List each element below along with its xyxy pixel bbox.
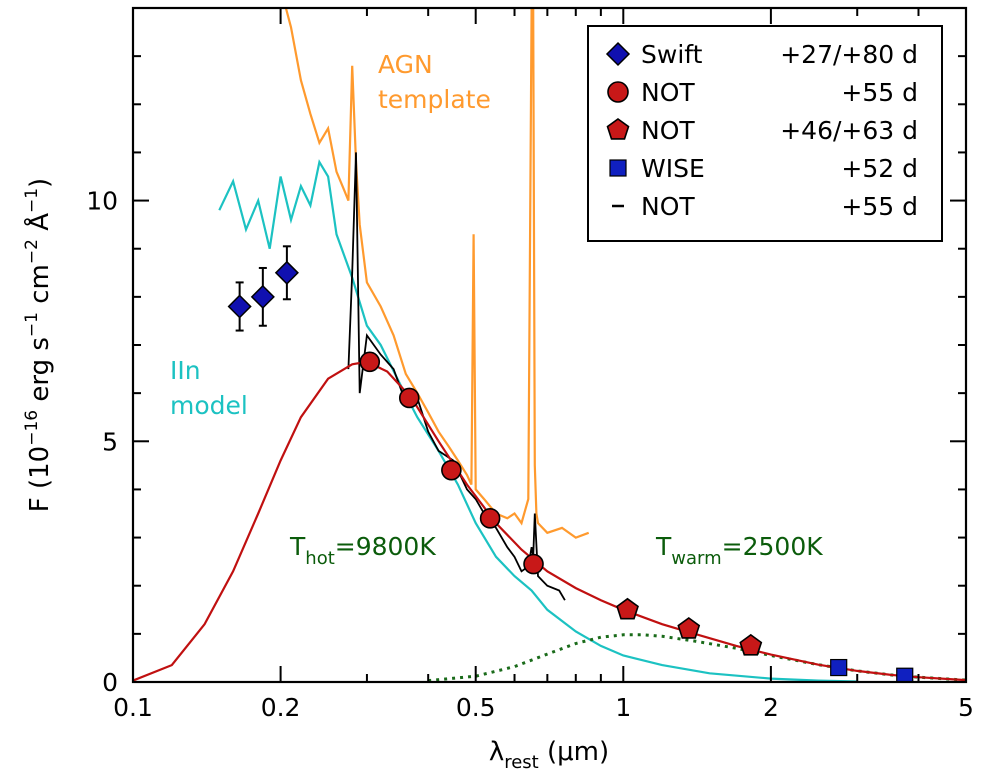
legend-label: NOT: [641, 78, 695, 107]
legend-label: WISE: [641, 154, 705, 183]
not-circle-point: [398, 387, 420, 409]
legend-epoch: +27/+80 d: [780, 40, 918, 69]
legend-epoch: +55 d: [841, 78, 918, 107]
not-pentagon-point: [739, 633, 763, 656]
x-tick-label: 0.1: [113, 693, 153, 722]
svg-text:F (10−16 erg s−1 cm−2 Å−1): F (10−16 erg s−1 cm−2 Å−1): [22, 178, 55, 512]
not-circle-point: [479, 508, 501, 529]
swift-point: [227, 294, 252, 319]
iin-annotation-line2: model: [170, 391, 248, 420]
agn-annotation-line1: AGN: [378, 50, 433, 79]
t-hot-annotation: Thot=9800K: [289, 532, 436, 569]
x-axis-label: λrest (μm): [489, 737, 609, 773]
y-axis-label: F (10−16 erg s−1 cm−2 Å−1): [22, 178, 55, 512]
legend-label: NOT: [641, 192, 695, 221]
legend-swift-marker: [605, 41, 631, 67]
x-tick-label: 5: [958, 693, 974, 722]
legend-epoch: +52 d: [841, 154, 918, 183]
photometry-points: [227, 245, 914, 682]
legend-not-pentagon-marker: [606, 118, 630, 140]
legend-not-circle-marker: [607, 81, 629, 103]
agn-annotation-line2: template: [378, 85, 491, 114]
t-warm-annotation: Twarm=2500K: [655, 532, 823, 569]
x-tick-label: 1: [615, 693, 631, 722]
iin-annotation-line1: IIn: [170, 356, 201, 385]
x-tick-label: 0.2: [261, 693, 301, 722]
wise-point: [830, 658, 848, 677]
not-pentagon-point: [677, 617, 701, 639]
legend-label: Swift: [641, 40, 703, 69]
swift-point: [274, 260, 299, 285]
legend-epoch: +55 d: [841, 192, 918, 221]
x-tick-label: 2: [763, 693, 779, 722]
swift-point: [250, 284, 275, 309]
total-blackbody-curve: [133, 360, 966, 682]
agn-template-curve: [284, 8, 590, 539]
legend-epoch: +46/+63 d: [780, 116, 918, 145]
not-pentagon-point: [616, 597, 639, 620]
x-tick-label: 0.5: [456, 693, 496, 722]
not-circle-point: [523, 553, 544, 575]
not-circle-point: [359, 351, 381, 373]
legend-box: [587, 25, 943, 242]
legend-wise-marker: [609, 159, 627, 177]
legend: Swift +27/+80 d NOT +55 d NOT +46/+63 d WISE +5…: [587, 25, 943, 242]
wise-point: [896, 667, 914, 682]
not-circle-point: [441, 459, 462, 481]
y-tick-label: 10: [86, 187, 118, 216]
not-spectrum-curve: [347, 152, 566, 601]
y-tick-label: 0: [102, 668, 118, 697]
legend-label: NOT: [641, 116, 695, 145]
y-tick-label: 5: [102, 427, 118, 456]
axis-ticks: 0.1 0.2 0.5 1 2 5 0 5 10: [86, 7, 974, 722]
